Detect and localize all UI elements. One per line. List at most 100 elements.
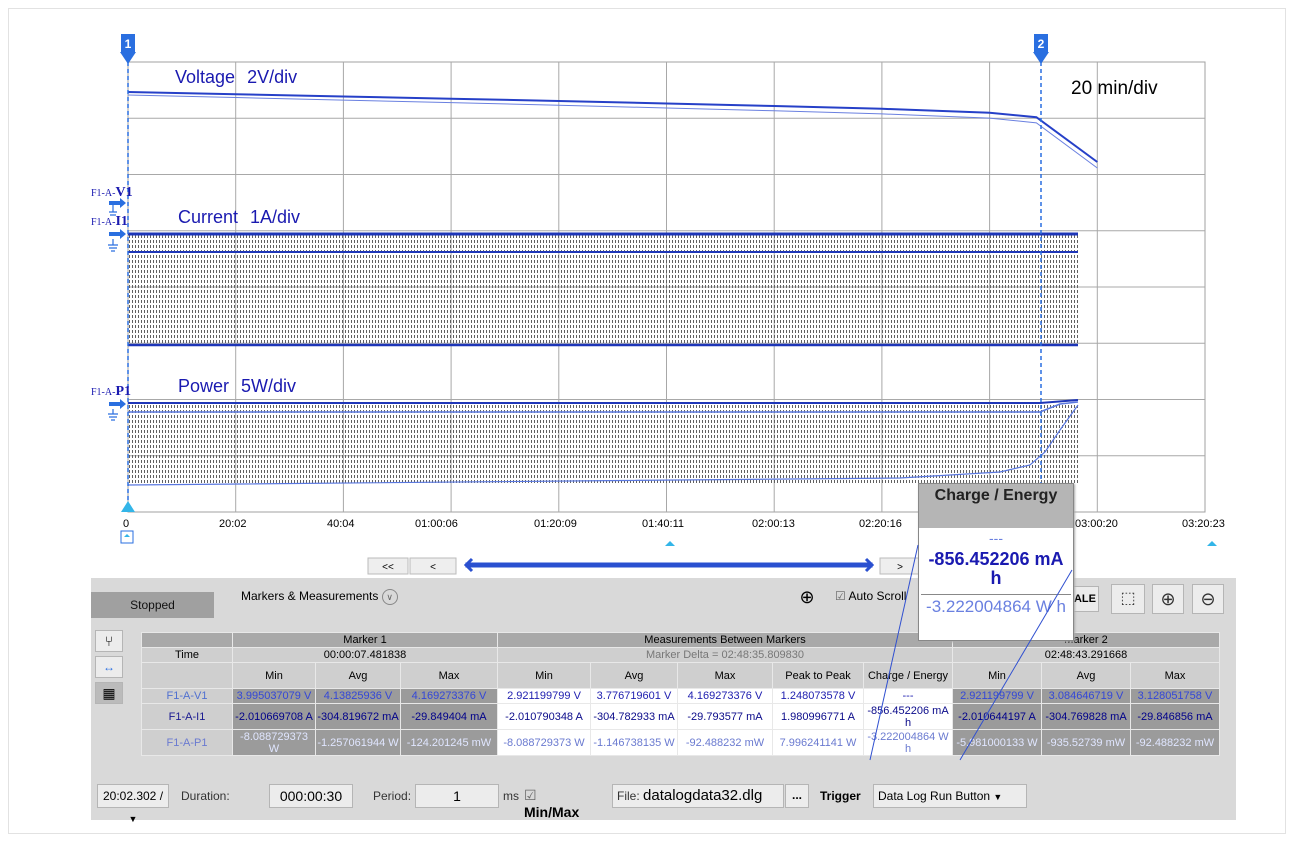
auto-scroll-checkbox[interactable]: ☑ Auto Scroll bbox=[835, 589, 906, 603]
file-field[interactable]: File: datalogdata32.dlg bbox=[612, 784, 784, 808]
marker-1-handle[interactable]: 1 bbox=[120, 34, 136, 64]
svg-text:<<: << bbox=[382, 562, 394, 573]
zoom-in-icon[interactable]: ⊕ bbox=[1152, 584, 1184, 614]
cell: -8.088729373 W bbox=[497, 729, 591, 756]
x-tick: 02:00:13 bbox=[752, 518, 795, 530]
channel-i1-tag[interactable]: F1-A-I1 bbox=[91, 214, 128, 252]
status-label: Stopped bbox=[91, 592, 214, 618]
power-envelope bbox=[128, 403, 1078, 485]
cell: 4.13825936 V bbox=[315, 688, 401, 704]
marker-1-label: 1 bbox=[125, 37, 132, 51]
zoom-out-icon[interactable]: ⊖ bbox=[1192, 584, 1224, 614]
voltage-label: Voltage 2V/div bbox=[175, 67, 297, 87]
chevron-down-icon: ▼ bbox=[993, 792, 1003, 802]
row-name: F1-A-P1 bbox=[141, 729, 233, 756]
popup-dashes: --- bbox=[989, 530, 1003, 546]
power-avg-trace bbox=[128, 401, 1079, 413]
minmax-checkbox[interactable]: ☑ Min/Max bbox=[524, 787, 580, 820]
period-field[interactable]: 1 bbox=[415, 784, 499, 808]
cell: -8.088729373 W bbox=[232, 729, 316, 756]
x-tick: 0 bbox=[123, 518, 130, 530]
table-row-v1: F1-A-V1 3.995037079 V 4.13825936 V 4.169… bbox=[141, 688, 1220, 704]
cell: -3.222004864 W h bbox=[863, 729, 953, 756]
checkbox-icon: ☑ bbox=[524, 787, 537, 803]
cell: 1.980996771 A bbox=[772, 703, 864, 730]
marker-tick-icon[interactable] bbox=[1207, 541, 1217, 546]
channel-v1-tag[interactable]: F1-A-V1 bbox=[91, 185, 133, 216]
markers-measurements-label: Markers & Measurements bbox=[241, 589, 379, 604]
col-min: Min bbox=[232, 662, 316, 689]
col-avg: Avg bbox=[315, 662, 401, 689]
cell: -5.981000133 W bbox=[952, 729, 1042, 756]
browse-button[interactable]: ... bbox=[785, 784, 809, 808]
channel-p1-tag[interactable]: F1-A-P1 bbox=[91, 384, 131, 421]
x-tick: 40:04 bbox=[327, 518, 355, 530]
x-tick: 01:40:11 bbox=[642, 518, 685, 530]
cell: -29.793577 mA bbox=[677, 703, 773, 730]
row-name: F1-A-V1 bbox=[141, 688, 233, 704]
x-tick: 03:00:20 bbox=[1075, 518, 1118, 530]
voltage-trace bbox=[127, 91, 1098, 163]
chevron-down-icon: ▼ bbox=[128, 814, 138, 824]
x-tick: 01:20:09 bbox=[534, 518, 577, 530]
cell: 3.995037079 V bbox=[232, 688, 316, 704]
popup-charge: -856.452206 mA h bbox=[928, 549, 1064, 588]
marker-tick-icon[interactable] bbox=[665, 541, 675, 546]
marker2-time: 02:48:43.291668 bbox=[952, 647, 1220, 663]
cell: -1.146738135 W bbox=[590, 729, 678, 756]
row-name: F1-A-I1 bbox=[141, 703, 233, 730]
ground-icon bbox=[109, 205, 117, 216]
trigger-dropdown[interactable]: Data Log Run Button ▼ bbox=[873, 784, 1027, 808]
cell: -29.846856 mA bbox=[1130, 703, 1220, 730]
voltage-min-trace bbox=[127, 94, 1098, 169]
col-blank bbox=[141, 662, 233, 689]
duration-field[interactable]: 000:00:30 bbox=[269, 784, 353, 808]
table-view-icon[interactable]: ▦ bbox=[95, 682, 123, 704]
marker-delta: Marker Delta = 02:48:35.809830 bbox=[497, 647, 953, 663]
svg-text:F1-A-P1: F1-A-P1 bbox=[91, 384, 131, 399]
col-avg: Avg bbox=[590, 662, 678, 689]
auto-scroll-label: Auto Scroll bbox=[848, 589, 907, 603]
x-tick: 02:20:16 bbox=[859, 518, 902, 530]
cell: 3.776719601 V bbox=[590, 688, 678, 704]
trigger-position-icon[interactable] bbox=[121, 501, 135, 512]
table-row-p1: F1-A-P1 -8.088729373 W -1.257061944 W -1… bbox=[141, 729, 1220, 756]
timeline-scrollbar[interactable]: << < > bbox=[367, 557, 921, 575]
popup-header: Charge / Energy bbox=[919, 484, 1073, 528]
col-p2p: Peak to Peak bbox=[772, 662, 864, 689]
x-tick: 20:02 bbox=[219, 518, 247, 530]
current-envelope bbox=[128, 234, 1078, 345]
current-label: Current 1A/div bbox=[178, 207, 300, 227]
cell: -304.819672 mA bbox=[315, 703, 401, 730]
add-measurement-icon[interactable]: ⊕ bbox=[799, 587, 815, 607]
cell: 4.169273376 V bbox=[400, 688, 498, 704]
marker-span-icon[interactable]: ↔ bbox=[95, 656, 123, 678]
scroll-thumb bbox=[465, 562, 873, 568]
probe-icon[interactable]: ⑂ bbox=[95, 630, 123, 652]
cell: -2.010644197 A bbox=[952, 703, 1042, 730]
time-select-dropdown[interactable]: 20:02.302 / ▼ bbox=[97, 784, 169, 824]
ground-icon bbox=[108, 409, 118, 421]
scroll-first-button bbox=[367, 557, 409, 575]
cell: 4.169273376 V bbox=[677, 688, 773, 704]
marker-2-handle[interactable]: 2 bbox=[1033, 34, 1049, 64]
waveform-plot[interactable]: 1 2 Voltage 2V/div 20 min/div Current 1A/d… bbox=[0, 0, 1293, 580]
channel-arrow-icon bbox=[109, 229, 126, 239]
checkbox-icon: ☑ bbox=[835, 589, 846, 603]
duration-label: Duration: bbox=[181, 789, 230, 803]
channel-arrow-icon bbox=[109, 399, 126, 409]
table-row-i1: F1-A-I1 -2.010669708 A -304.819672 mA -2… bbox=[141, 703, 1220, 730]
power-label: Power 5W/div bbox=[178, 376, 296, 396]
markers-measurements-toggle[interactable]: Markers & Measurements ∨ bbox=[241, 589, 398, 605]
marker1-time: 00:00:07.481838 bbox=[232, 647, 498, 663]
col-max: Max bbox=[400, 662, 498, 689]
ground-icon bbox=[108, 239, 118, 252]
charge-energy-popup: Charge / Energy --- -856.452206 mA h -3.… bbox=[918, 483, 1074, 641]
channel-arrow-icon bbox=[109, 198, 126, 208]
cell: -2.010790348 A bbox=[497, 703, 591, 730]
cell: --- bbox=[863, 688, 953, 704]
power-min-trace bbox=[127, 404, 1079, 486]
x-tick: 01:00:06 bbox=[415, 518, 458, 530]
col-charge: Charge / Energy bbox=[863, 662, 953, 689]
zoom-box-icon[interactable]: ⬚ bbox=[1111, 584, 1145, 614]
